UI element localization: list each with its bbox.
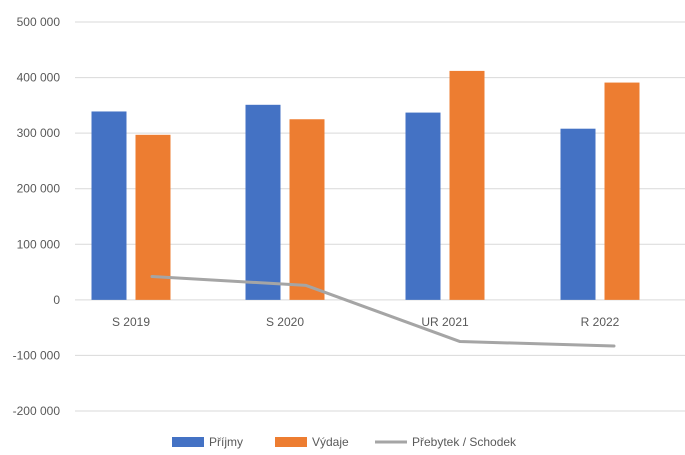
- x-category-label: R 2022: [581, 315, 620, 329]
- bar-příjmy-1: [91, 111, 127, 300]
- legend-swatch: [275, 437, 307, 447]
- bar-příjmy-3: [405, 112, 441, 300]
- legend: Příjmy Výdaje Přebytek / Schodek: [172, 435, 517, 449]
- y-tick-label: 200 000: [17, 182, 61, 196]
- bars: [91, 70, 640, 300]
- bar-výdaje-4: [604, 82, 640, 300]
- bar-výdaje-1: [135, 134, 171, 300]
- bar-příjmy-4: [560, 128, 596, 300]
- bar-výdaje-3: [449, 70, 485, 300]
- legend-label: Výdaje: [312, 435, 349, 449]
- legend-label: Příjmy: [209, 435, 243, 449]
- x-category-label: S 2019: [112, 315, 150, 329]
- y-tick-label: 400 000: [17, 71, 61, 85]
- y-axis-tick-labels: 500 000 400 000 300 000 200 000 100 000 0 -100…: [13, 15, 61, 418]
- y-tick-label: 300 000: [17, 126, 61, 140]
- x-category-label: S 2020: [266, 315, 304, 329]
- line-series: [150, 275, 616, 348]
- x-axis-category-labels: S 2019 S 2020 UR 2021 R 2022: [112, 315, 620, 329]
- bar-příjmy-2: [245, 104, 281, 300]
- y-tick-label: 100 000: [17, 237, 61, 251]
- y-tick-label: 0: [53, 293, 60, 307]
- legend-label: Přebytek / Schodek: [412, 435, 517, 449]
- y-tick-label: -100 000: [13, 348, 61, 362]
- y-tick-label: -200 000: [13, 404, 61, 418]
- bar-výdaje-2: [289, 119, 325, 300]
- y-tick-label: 500 000: [17, 15, 61, 29]
- grid-lines: [75, 21, 685, 412]
- x-category-label: UR 2021: [421, 315, 469, 329]
- line-prebytek-schodek: [150, 275, 616, 348]
- legend-swatch: [172, 437, 204, 447]
